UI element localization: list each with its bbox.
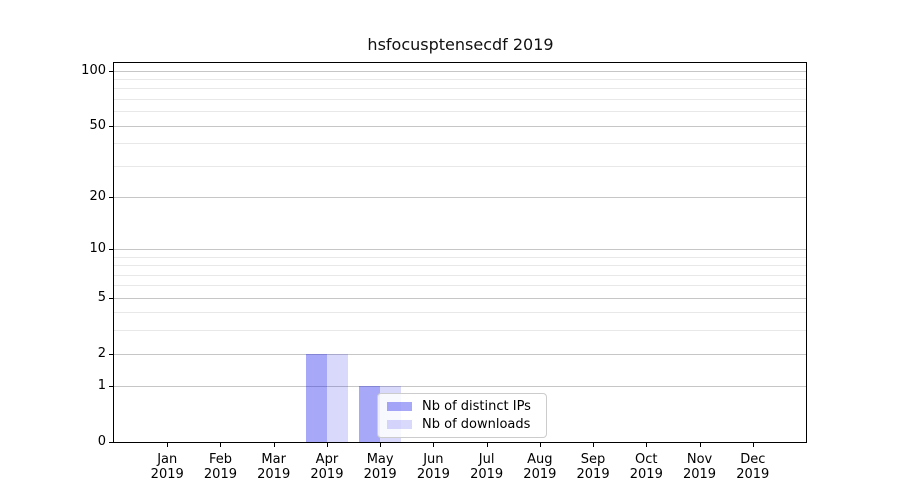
x-axis-tick-mark: [220, 443, 222, 447]
x-tick-month: Jun: [423, 452, 444, 467]
x-axis-tick-mark: [167, 443, 169, 447]
major-gridline: [114, 249, 806, 251]
chart-title: hsfocusptensecdf 2019: [367, 35, 554, 54]
x-axis-tick-mark: [380, 443, 382, 447]
x-tick-month: Sep: [580, 452, 606, 467]
x-tick-month: Feb: [208, 452, 232, 467]
major-gridline: [114, 297, 806, 299]
x-axis-tick-label: Mar 2019: [242, 452, 306, 482]
y-axis-tick-mark: [109, 297, 113, 299]
x-axis-tick-label: Jul 2019: [455, 452, 519, 482]
x-axis-tick-mark: [326, 443, 328, 447]
y-axis-tick-mark: [109, 125, 113, 127]
legend-item-downloads: Nb of downloads: [387, 417, 537, 432]
x-axis-tick-label: Sep 2019: [561, 452, 625, 482]
x-tick-month: May: [366, 452, 394, 467]
minor-gridline: [114, 98, 806, 100]
y-axis-tick-label: 100: [81, 62, 106, 78]
x-axis-tick-label: Aug 2019: [508, 452, 572, 482]
major-gridline: [114, 196, 806, 198]
x-axis-tick-mark: [646, 443, 648, 447]
x-tick-year: 2019: [203, 467, 237, 482]
minor-gridline: [114, 88, 806, 90]
legend: Nb of distinct IPs Nb of downloads: [377, 393, 547, 438]
x-axis-tick-label: May 2019: [348, 452, 412, 482]
x-tick-year: 2019: [629, 467, 663, 482]
legend-swatch-distinct-ips: [387, 402, 412, 411]
legend-label-distinct-ips: Nb of distinct IPs: [422, 399, 531, 414]
minor-gridline: [114, 78, 806, 80]
bar-downloads-apr: [326, 353, 349, 442]
x-axis-tick-mark: [486, 443, 488, 447]
minor-gridline: [114, 165, 806, 167]
minor-gridline: [114, 143, 806, 145]
x-tick-year: 2019: [523, 467, 557, 482]
plot-area: [113, 62, 807, 443]
minor-gridline: [114, 285, 806, 287]
x-tick-year: 2019: [310, 467, 344, 482]
legend-swatch-downloads: [387, 420, 412, 429]
x-axis-tick-mark: [699, 443, 701, 447]
y-axis-tick-mark: [109, 353, 113, 355]
y-axis-tick-mark: [109, 386, 113, 388]
y-axis-tick-label: 20: [89, 188, 106, 204]
major-gridline: [114, 125, 806, 127]
x-axis-tick-mark: [539, 443, 541, 447]
x-tick-year: 2019: [363, 467, 397, 482]
x-tick-year: 2019: [150, 467, 184, 482]
x-tick-year: 2019: [682, 467, 717, 482]
x-axis-tick-label: Jan 2019: [135, 452, 199, 482]
y-axis-tick-label: 1: [97, 378, 106, 394]
x-tick-month: Dec: [740, 452, 766, 467]
minor-gridline: [114, 312, 806, 314]
x-axis-tick-label: Apr 2019: [295, 452, 359, 482]
y-axis-tick-mark: [109, 70, 113, 72]
y-axis-tick-mark: [109, 442, 113, 443]
x-axis-tick-mark: [273, 443, 275, 447]
y-axis-tick-label: 2: [97, 345, 106, 361]
x-axis-tick-label: Oct 2019: [614, 452, 678, 482]
y-axis-tick-label: 5: [97, 289, 106, 305]
x-tick-year: 2019: [470, 467, 504, 482]
y-axis-tick-mark: [109, 249, 113, 251]
x-axis-tick-label: Feb 2019: [188, 452, 252, 482]
bar-distinct-ips-may: [358, 386, 381, 442]
minor-gridline: [114, 111, 806, 113]
x-axis-tick-label: Nov 2019: [668, 452, 732, 482]
x-tick-month: Nov: [686, 452, 713, 467]
x-axis-tick-mark: [752, 443, 754, 447]
legend-item-distinct-ips: Nb of distinct IPs: [387, 399, 537, 414]
y-axis-tick-label: 0: [97, 434, 106, 449]
x-tick-year: 2019: [576, 467, 610, 482]
x-tick-month: Oct: [635, 452, 658, 467]
y-axis-tick-label: 50: [89, 117, 106, 133]
minor-gridline: [114, 330, 806, 332]
major-gridline: [114, 70, 806, 72]
x-axis-tick-label: Jun 2019: [401, 452, 465, 482]
major-gridline: [114, 353, 806, 355]
y-axis-tick-label: 10: [89, 241, 106, 257]
minor-gridline: [114, 274, 806, 276]
x-axis-tick-mark: [593, 443, 595, 447]
y-axis-tick-mark: [109, 196, 113, 198]
minor-gridline: [114, 265, 806, 267]
x-tick-year: 2019: [736, 467, 770, 482]
legend-label-downloads: Nb of downloads: [422, 417, 531, 432]
x-tick-month: Jan: [157, 452, 178, 467]
x-axis-tick-label: Dec 2019: [721, 452, 785, 482]
x-tick-month: Jul: [478, 452, 495, 467]
x-tick-month: Mar: [261, 452, 286, 467]
major-gridline: [114, 386, 806, 388]
x-tick-year: 2019: [416, 467, 450, 482]
x-axis-tick-mark: [433, 443, 435, 447]
bar-distinct-ips-apr: [305, 353, 327, 442]
x-tick-month: Aug: [527, 452, 553, 467]
x-tick-month: Apr: [315, 452, 339, 467]
x-tick-year: 2019: [257, 467, 291, 482]
minor-gridline: [114, 256, 806, 258]
